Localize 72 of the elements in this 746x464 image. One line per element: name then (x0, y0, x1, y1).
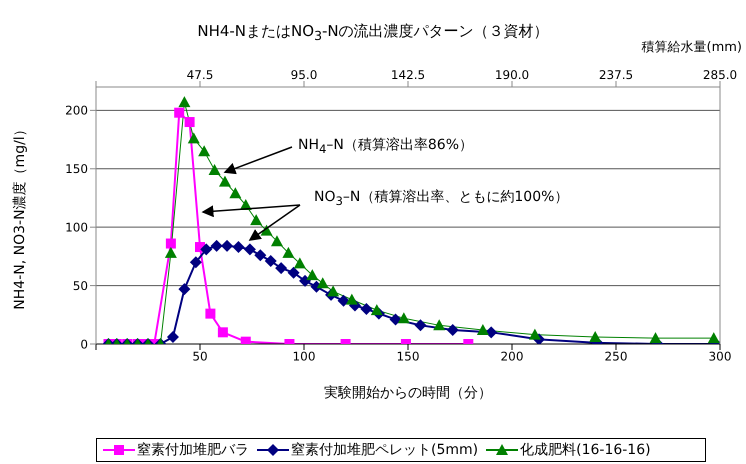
point (288, 266, 300, 279)
point (174, 108, 184, 118)
x-tick-label: 50 (192, 350, 208, 364)
annotation: NO$_{3}$–N（積算溶出率、ともに約100%） (314, 188, 568, 208)
y-tick-label: 100 (65, 220, 88, 234)
point (294, 257, 306, 268)
point (218, 327, 228, 338)
x-axis-title: 実験開始からの時間（分） (323, 384, 493, 402)
point (650, 332, 662, 344)
x-tick-label: 100 (292, 350, 316, 364)
point (200, 243, 212, 256)
point (210, 240, 223, 252)
x-tick-label: 150 (396, 350, 420, 364)
point (282, 246, 294, 258)
point (327, 285, 340, 296)
x-tick-label: 200 (500, 350, 524, 364)
point (184, 117, 195, 128)
x2-axis-title: 積算給水量(mm) (642, 39, 742, 56)
point (229, 187, 242, 198)
x2-tick-label: 190.0 (494, 68, 530, 82)
point (275, 262, 288, 274)
x2-tick-label: 95.0 (290, 68, 318, 82)
point (346, 294, 358, 305)
y-axis-title: NH4-N, NO3-N濃度（mg/l） (11, 122, 29, 310)
point (528, 328, 541, 340)
y-tick-label: 150 (65, 162, 88, 176)
y-tick-label: 200 (65, 104, 88, 118)
point (166, 238, 176, 249)
point (360, 302, 372, 315)
point (306, 269, 318, 280)
point (232, 241, 244, 254)
y-tick-label: 0 (80, 337, 88, 352)
point (390, 313, 402, 326)
legend-label: 窒素付加堆肥ペレット(5mm) (291, 442, 478, 458)
x2-tick-label: 237.5 (598, 68, 634, 82)
point (589, 330, 602, 342)
point (218, 176, 231, 187)
point (166, 330, 179, 343)
point (476, 324, 489, 335)
x2-tick-label: 285.0 (702, 68, 738, 82)
x2-tick-label: 142.5 (390, 68, 426, 82)
point (370, 304, 383, 316)
point (270, 235, 283, 246)
x-tick-label: 300 (708, 350, 732, 364)
point (198, 145, 210, 156)
point (398, 312, 410, 324)
point (178, 283, 190, 296)
point (208, 164, 221, 175)
x2-tick-label: 47.5 (186, 68, 214, 82)
annotation: NH$_{4}$–N（積算溶出率86%） (298, 136, 474, 156)
point (254, 249, 266, 262)
legend-label: 化成肥料(16-16-16) (520, 442, 651, 458)
point (446, 324, 459, 336)
point (178, 96, 190, 108)
point (250, 214, 262, 226)
y-tick-label: 50 (72, 278, 88, 293)
point (414, 319, 426, 332)
legend-label: 窒素付加堆肥バラ (137, 442, 249, 458)
point (244, 243, 256, 256)
chart-title: NH4-NまたはNO$_{3}$-Nの流出濃度パターン（３資材） (197, 22, 549, 43)
point (164, 246, 177, 258)
point (190, 256, 202, 268)
point (299, 274, 312, 287)
point (708, 332, 720, 344)
point (433, 319, 446, 330)
x-tick-label: 250 (604, 350, 628, 364)
point (316, 277, 329, 288)
point (264, 255, 277, 268)
point (188, 132, 200, 144)
point (221, 240, 234, 252)
point (338, 294, 350, 307)
point (205, 308, 216, 319)
